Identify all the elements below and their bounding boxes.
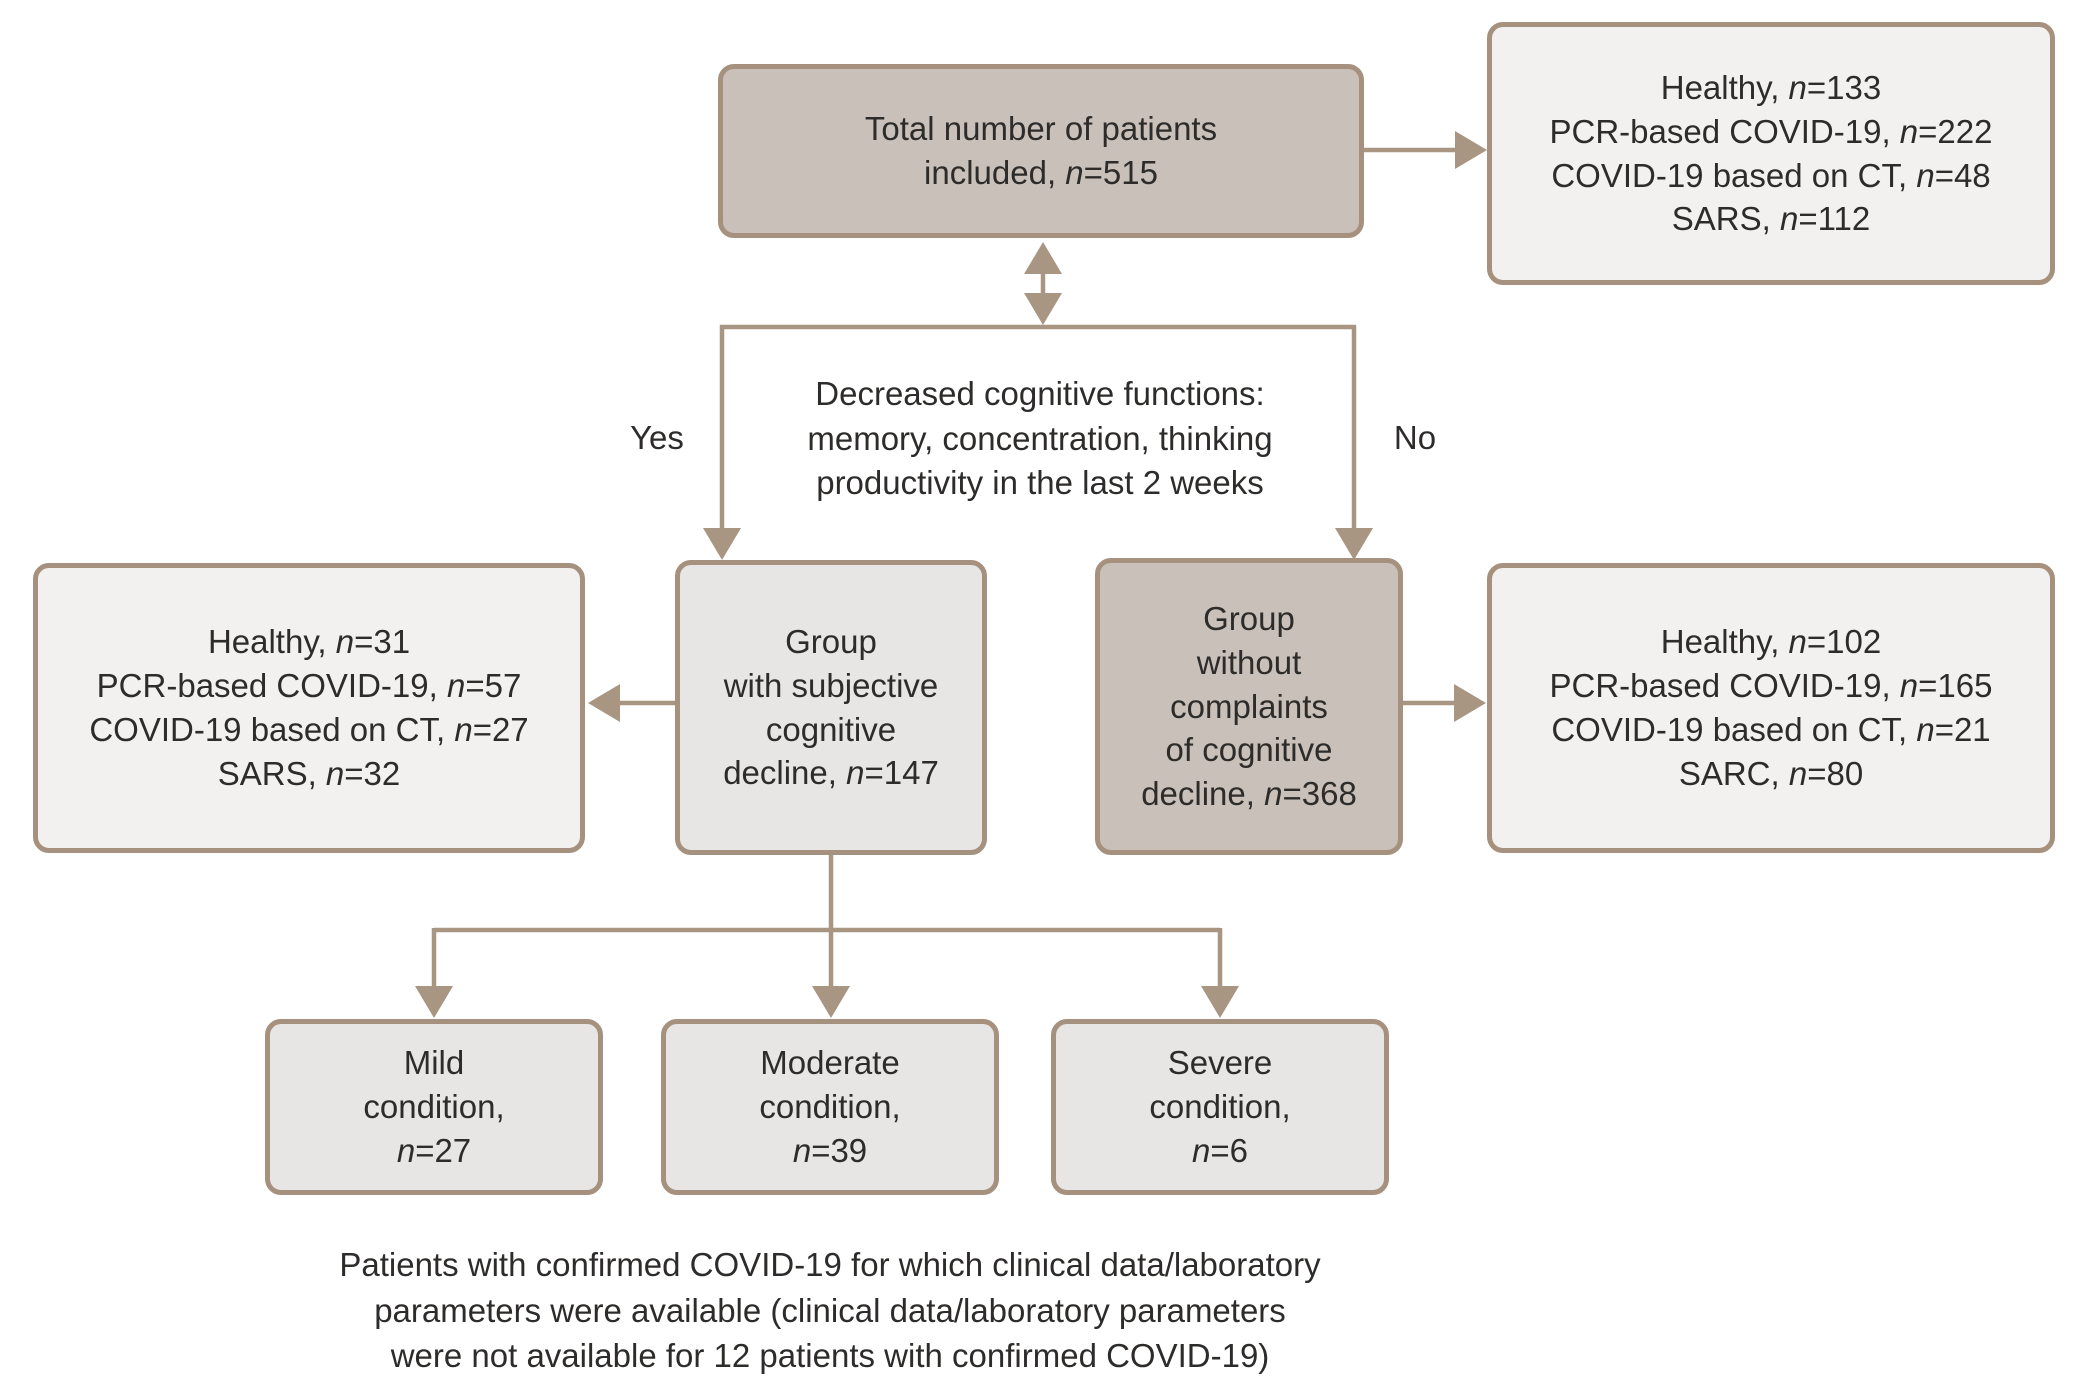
- decision-question: Decreased cognitive functions: memory, c…: [740, 372, 1340, 506]
- node-text-line: SARC, n=80: [1678, 754, 1864, 792]
- footnote-line: Patients with confirmed COVID-19 for whi…: [339, 1246, 1321, 1283]
- edge-total-to-decision-double-arrow: [1024, 242, 1062, 325]
- node-text-line: complaints: [1170, 687, 1328, 725]
- decision-text-line: Decreased cognitive functions:: [815, 375, 1265, 412]
- node-text-line: SARS, n=32: [217, 754, 401, 792]
- node-text-line: condition,: [759, 1088, 901, 1126]
- node-text-line: without: [1196, 643, 1302, 681]
- node-text-line: with subjective: [723, 666, 939, 704]
- node-total-patients: Total number of patients included, n=515: [718, 64, 1364, 238]
- node-scd-breakdown: Healthy, n=31 PCR-based COVID-19, n=57 C…: [33, 563, 585, 853]
- edge-total-to-breakdown: [1364, 131, 1487, 169]
- footnote-line: parameters were available (clinical data…: [374, 1291, 1286, 1329]
- node-text-line: of cognitive: [1165, 731, 1333, 769]
- node-mild-condition: Mild condition, n=27: [265, 1019, 603, 1195]
- node-text-line: PCR-based COVID-19, n=222: [1549, 112, 1993, 150]
- edge-scd-to-breakdown: [588, 684, 675, 722]
- node-text-line: Healthy, n=133: [1660, 68, 1882, 106]
- node-text-line: Healthy, n=31: [207, 623, 411, 661]
- node-text-line: Severe: [1167, 1044, 1273, 1082]
- decision-text-line: memory, concentration, thinking: [807, 419, 1273, 457]
- decision-yes-label: Yes: [630, 419, 684, 456]
- node-text-line: COVID-19 based on CT, n=27: [89, 711, 529, 748]
- node-text-line: Healthy, n=102: [1660, 623, 1882, 661]
- node-moderate-condition: Moderate condition, n=39: [661, 1019, 999, 1195]
- node-group-no-complaints: Group without complaints of cognitive de…: [1095, 558, 1403, 855]
- node-text-line: condition,: [1149, 1088, 1291, 1126]
- node-text-line: COVID-19 based on CT, n=48: [1551, 156, 1991, 194]
- node-text-line: condition,: [363, 1088, 505, 1126]
- edge-ncd-to-breakdown: [1403, 684, 1486, 722]
- node-text-line: n=27: [396, 1131, 472, 1169]
- node-text-line: n=39: [792, 1131, 868, 1169]
- node-text-line: Moderate: [760, 1044, 900, 1082]
- edge-scd-to-severity: [415, 855, 1239, 1018]
- node-text-line: COVID-19 based on CT, n=21: [1551, 711, 1991, 748]
- footnote: Patients with confirmed COVID-19 for whi…: [180, 1242, 1480, 1379]
- decision-no-label: No: [1393, 419, 1437, 456]
- node-text-line: decline, n=147: [723, 754, 939, 792]
- node-text-line: PCR-based COVID-19, n=57: [96, 667, 522, 705]
- node-text-line: included, n=515: [924, 154, 1158, 191]
- node-total-breakdown: Healthy, n=133 PCR-based COVID-19, n=222…: [1487, 22, 2055, 285]
- node-text-line: Group: [785, 622, 877, 660]
- node-ncd-breakdown: Healthy, n=102 PCR-based COVID-19, n=165…: [1487, 563, 2055, 853]
- node-severe-condition: Severe condition, n=6: [1051, 1019, 1389, 1195]
- node-text-line: cognitive: [765, 710, 897, 748]
- node-text-line: n=6: [1192, 1131, 1248, 1169]
- node-text-line: decline, n=368: [1141, 775, 1357, 813]
- node-text-line: Group: [1203, 599, 1295, 637]
- node-text-line: SARS, n=112: [1671, 200, 1871, 238]
- node-text-line: Mild: [403, 1044, 465, 1082]
- node-group-subjective-decline: Group with subjective cognitive decline,…: [675, 560, 987, 855]
- footnote-line: were not available for 12 patients with …: [390, 1337, 1270, 1375]
- decision-text-line: productivity in the last 2 weeks: [816, 464, 1264, 502]
- node-text-line: Total number of patients: [864, 110, 1218, 148]
- node-text-line: PCR-based COVID-19, n=165: [1549, 667, 1993, 705]
